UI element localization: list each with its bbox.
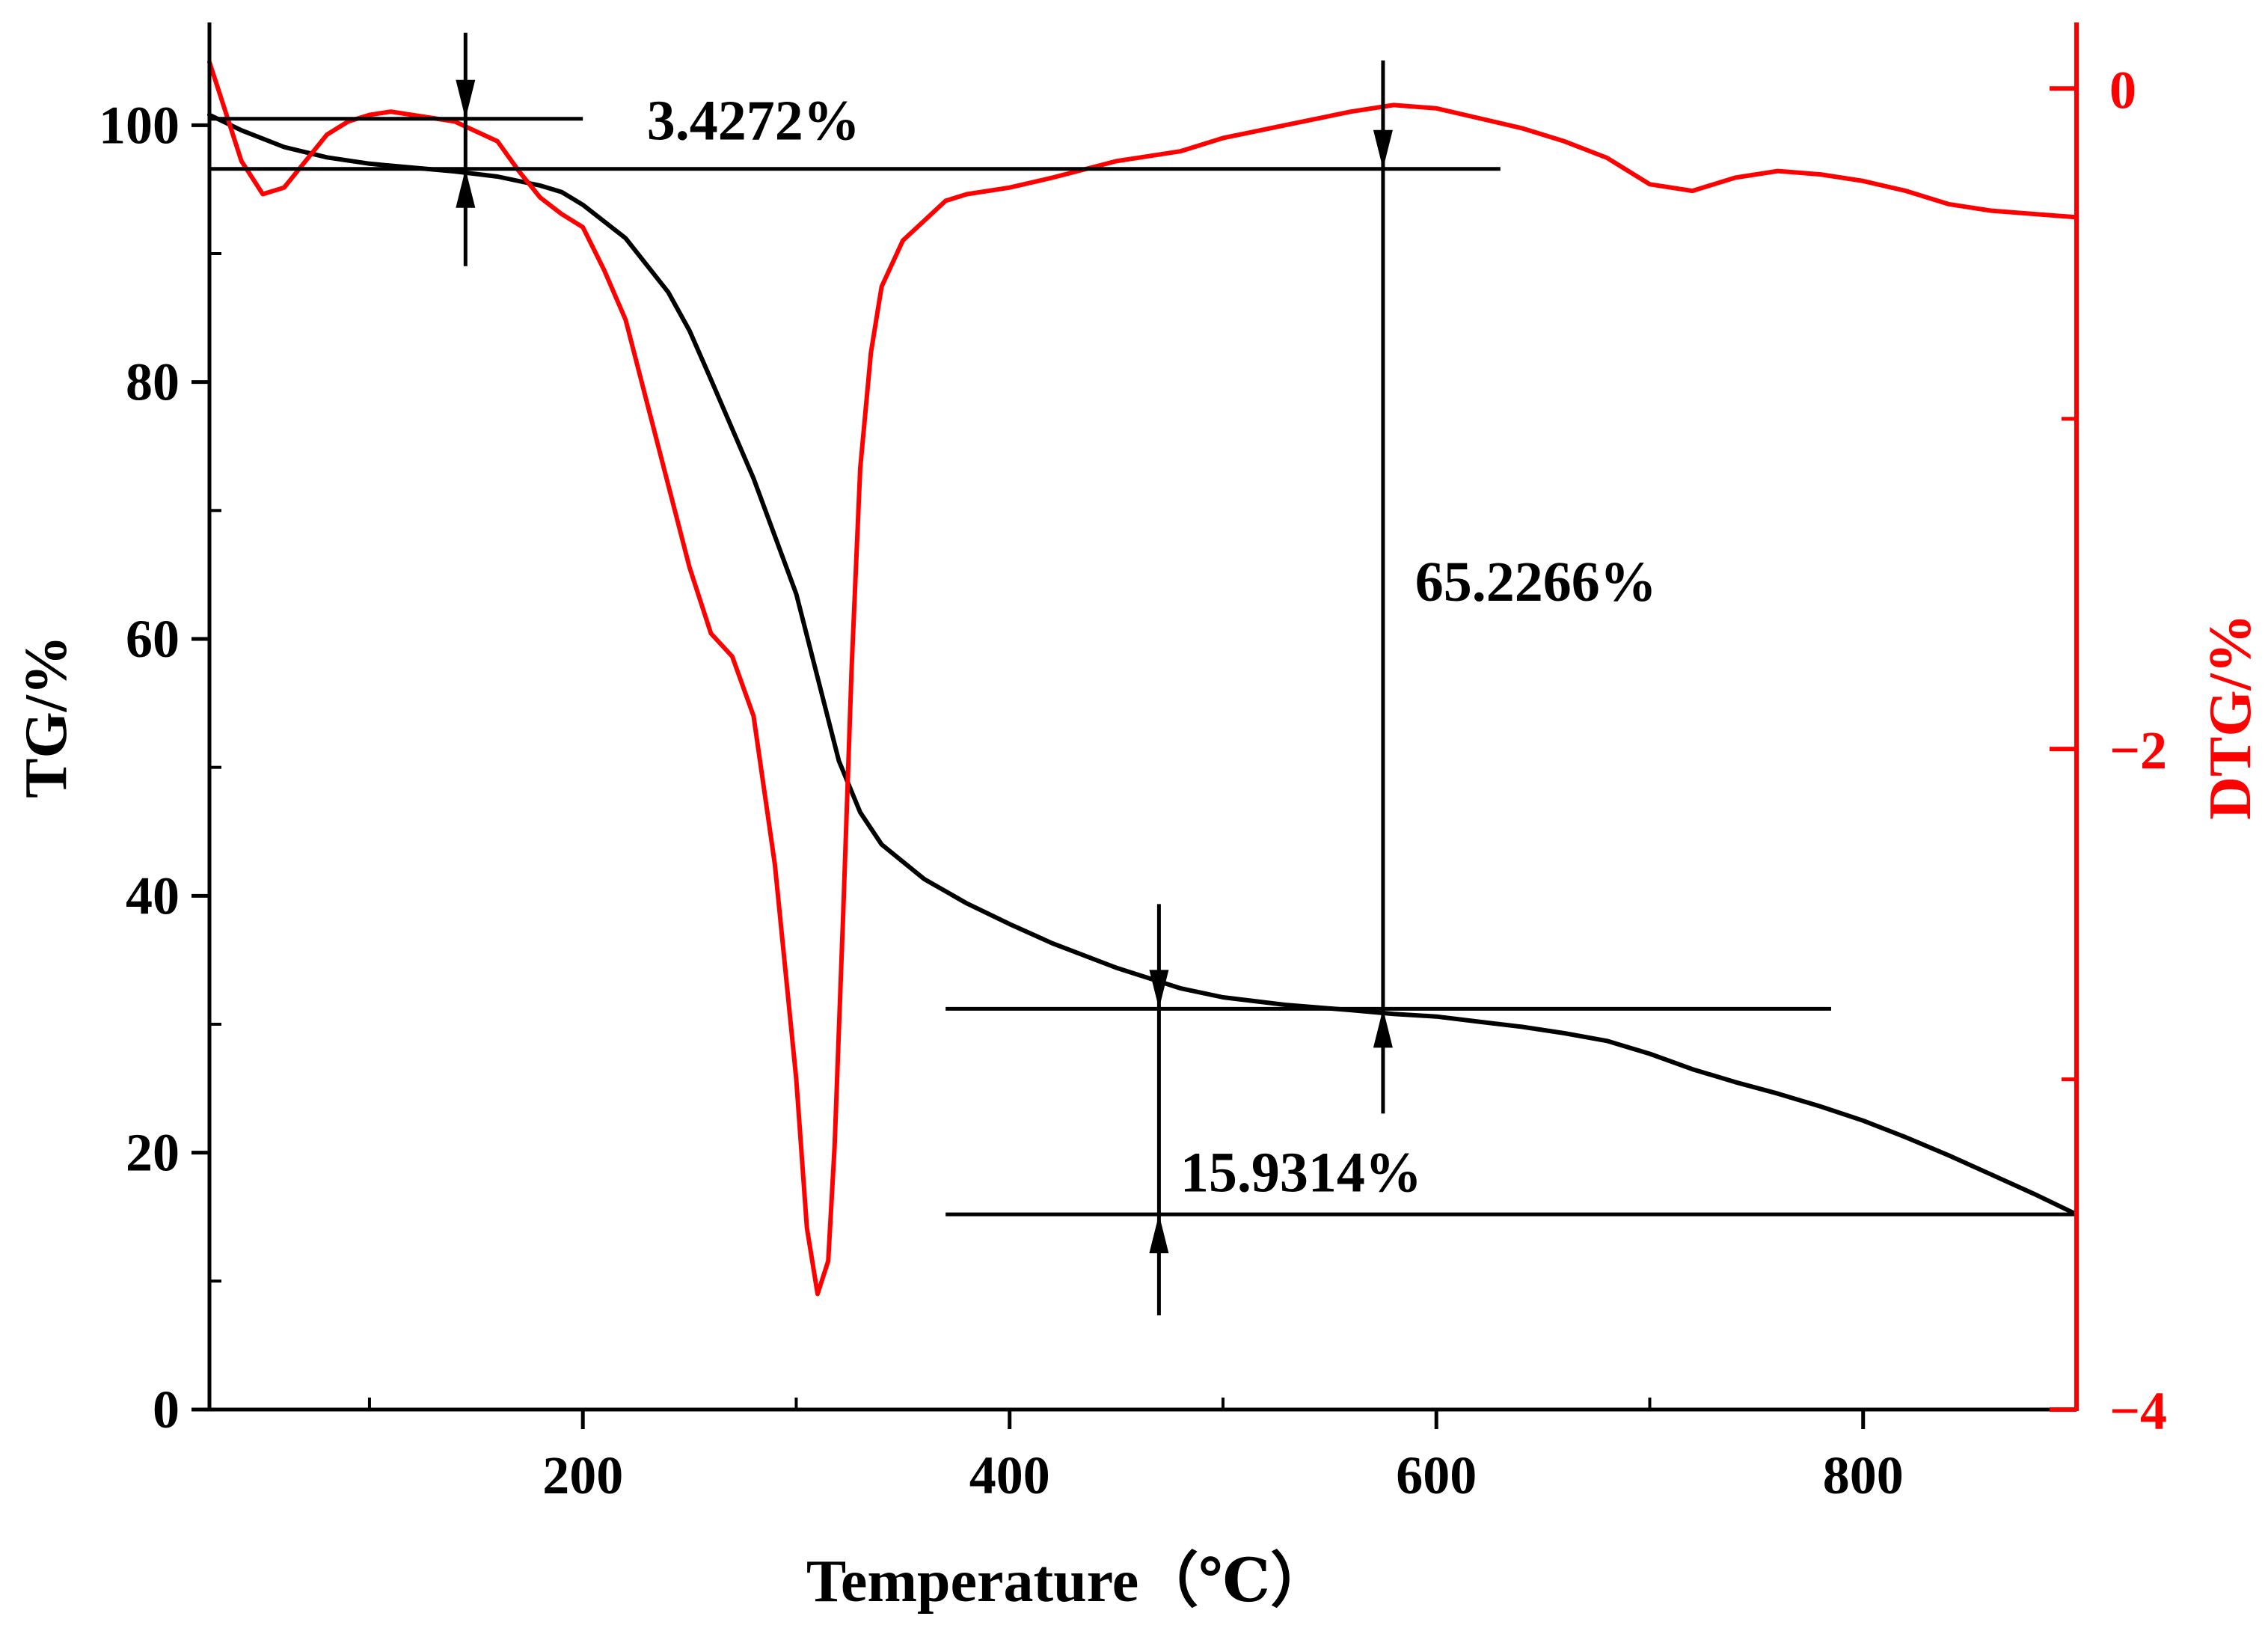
- x-tick-label-400: 400: [969, 1445, 1050, 1505]
- annotation-3-label: 15.9314%: [1180, 1141, 1422, 1204]
- x-tick-label-200: 200: [542, 1445, 623, 1505]
- dtg-series-line: [207, 60, 2079, 1297]
- right-y-axis-title: DTG/%: [2198, 613, 2264, 820]
- annotation-1-arrow-down: [456, 79, 476, 119]
- left-y-axis-title: TG/%: [13, 635, 79, 798]
- y-right-tick-label--4: −4: [2109, 1381, 2167, 1441]
- y-left-tick-label-40: 40: [126, 866, 180, 925]
- tg-series-line: [207, 112, 2079, 1217]
- y-left-tick-label-80: 80: [126, 352, 180, 412]
- annotation-2-label: 65.2266%: [1415, 551, 1657, 613]
- y-left-tick-label-20: 20: [126, 1123, 180, 1183]
- annotation-3-arrow-up: [1149, 1214, 1169, 1254]
- annotation-2-arrow-down: [1373, 129, 1393, 169]
- x-tick-label-800: 800: [1823, 1445, 1904, 1505]
- annotation-1-arrow-up: [456, 168, 476, 208]
- y-left-tick-label-60: 60: [126, 609, 180, 669]
- annotation-2-arrow-up: [1373, 1009, 1393, 1048]
- y-left-tick-label-0: 0: [153, 1380, 180, 1439]
- annotation-1-label: 3.4272%: [647, 89, 860, 152]
- plot-lines: [207, 60, 2079, 1297]
- y-right-tick-label-0: 0: [2109, 60, 2136, 120]
- x-axis-title: Temperature（℃）: [806, 1549, 1330, 1615]
- x-tick-label-600: 600: [1396, 1445, 1477, 1505]
- y-right-tick-label--2: −2: [2109, 720, 2167, 780]
- annotations: 3.4272% 65.2266% 15.9314%: [209, 32, 2077, 1316]
- y-left-tick-label-100: 100: [99, 95, 180, 155]
- axes: [191, 22, 2079, 1429]
- annotation-3-arrow-down: [1149, 970, 1169, 1009]
- tick-labels: 200 400 600 800 0 20 40 60 80 100 0 −2 −4: [99, 60, 2167, 1505]
